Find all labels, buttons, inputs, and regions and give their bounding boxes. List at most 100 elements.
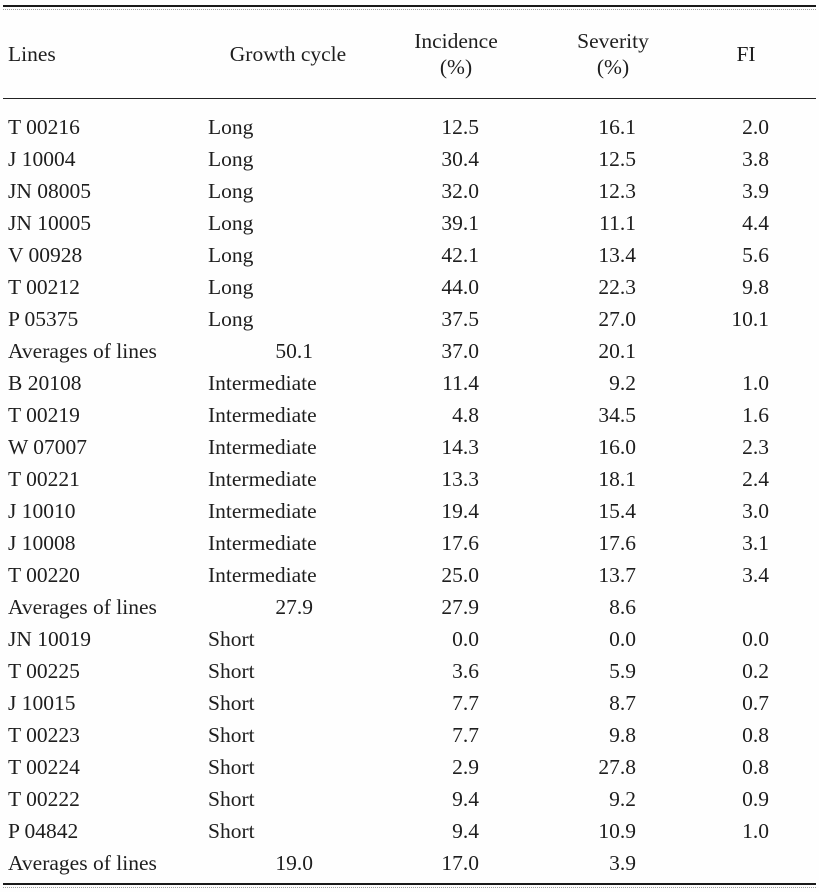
bottom-rule-shadow: [3, 887, 816, 888]
line-cell: W 07007: [8, 435, 88, 459]
cycle-cell: 50.1: [275, 339, 313, 363]
line-cell: B 20108: [8, 371, 82, 395]
line-cell: T 00212: [8, 275, 80, 299]
severity-cell: 0.0: [609, 627, 636, 651]
fi-cell: 9.8: [742, 275, 769, 299]
fi-cell: 0.2: [742, 659, 769, 683]
table-row: T 00224 Short 2.9 27.8 0.8: [0, 751, 819, 783]
fi-cell: 1.0: [742, 371, 769, 395]
fi-cell: 4.4: [742, 211, 769, 235]
cycle-cell: Long: [208, 243, 254, 267]
line-cell: J 10008: [8, 531, 76, 555]
cycle-cell: Long: [208, 115, 254, 139]
cycle-cell: 19.0: [275, 851, 313, 875]
table-row: T 00212 Long 44.0 22.3 9.8: [0, 271, 819, 303]
header-severity-line1: Severity: [577, 29, 649, 53]
fi-cell: 2.3: [742, 435, 769, 459]
cycle-cell: 27.9: [275, 595, 313, 619]
header-incidence-line1: Incidence: [414, 29, 498, 53]
incidence-cell: 17.6: [441, 531, 479, 555]
table-row: P 04842 Short 9.4 10.9 1.0: [0, 815, 819, 847]
header-growth-cycle: Growth cycle: [229, 42, 347, 66]
severity-cell: 8.6: [609, 595, 636, 619]
table-row: JN 10019 Short 0.0 0.0 0.0: [0, 623, 819, 655]
incidence-cell: 4.8: [452, 403, 479, 427]
table-row: Averages of lines 50.1 37.0 20.1: [0, 335, 819, 367]
incidence-cell: 11.4: [442, 371, 479, 395]
line-cell: V 00928: [8, 243, 83, 267]
header-incidence: Incidence (%): [368, 28, 544, 80]
incidence-cell: 32.0: [441, 179, 479, 203]
cycle-cell: Intermediate: [208, 371, 317, 395]
incidence-cell: 30.4: [441, 147, 479, 171]
fi-cell: 3.0: [742, 499, 769, 523]
table-row: T 00225 Short 3.6 5.9 0.2: [0, 655, 819, 687]
top-rule: [3, 5, 816, 7]
fi-cell: 2.0: [742, 115, 769, 139]
cycle-cell: Intermediate: [208, 403, 317, 427]
incidence-cell: 13.3: [441, 467, 479, 491]
fi-cell: 3.9: [742, 179, 769, 203]
table-row: J 10004 Long 30.4 12.5 3.8: [0, 143, 819, 175]
incidence-cell: 9.4: [452, 819, 479, 843]
fi-cell: 0.8: [742, 723, 769, 747]
severity-cell: 20.1: [598, 339, 636, 363]
line-cell: P 05375: [8, 307, 79, 331]
severity-cell: 3.9: [609, 851, 636, 875]
incidence-cell: 44.0: [441, 275, 479, 299]
cycle-cell: Intermediate: [208, 531, 317, 555]
incidence-cell: 25.0: [441, 563, 479, 587]
cycle-cell: Long: [208, 275, 254, 299]
table-row: T 00216 Long 12.5 16.1 2.0: [0, 111, 819, 143]
incidence-cell: 37.0: [441, 339, 479, 363]
severity-cell: 13.7: [598, 563, 636, 587]
table-row: P 05375 Long 37.5 27.0 10.1: [0, 303, 819, 335]
header-rule: [3, 98, 816, 99]
incidence-cell: 7.7: [452, 723, 479, 747]
bottom-rule: [3, 883, 816, 885]
line-cell: J 10010: [8, 499, 76, 523]
table-body: T 00216 Long 12.5 16.1 2.0 J 10004 Long …: [0, 99, 819, 879]
header-severity-line2: (%): [596, 55, 630, 79]
cycle-cell: Short: [208, 755, 255, 779]
fi-cell: 5.6: [742, 243, 769, 267]
severity-cell: 12.3: [598, 179, 636, 203]
table-row: J 10008 Intermediate 17.6 17.6 3.1: [0, 527, 819, 559]
fi-cell: 1.0: [742, 819, 769, 843]
fi-cell: 1.6: [742, 403, 769, 427]
table-row: T 00222 Short 9.4 9.2 0.9: [0, 783, 819, 815]
incidence-cell: 17.0: [441, 851, 479, 875]
severity-cell: 15.4: [598, 499, 636, 523]
line-cell: T 00225: [8, 659, 80, 683]
cycle-cell: Short: [208, 787, 255, 811]
incidence-cell: 7.7: [452, 691, 479, 715]
table-row: T 00219 Intermediate 4.8 34.5 1.6: [0, 399, 819, 431]
fi-cell: 2.4: [742, 467, 769, 491]
table-row: JN 08005 Long 32.0 12.3 3.9: [0, 175, 819, 207]
table-row: J 10015 Short 7.7 8.7 0.7: [0, 687, 819, 719]
severity-cell: 17.6: [598, 531, 636, 555]
severity-cell: 16.0: [598, 435, 636, 459]
line-cell: T 00216: [8, 115, 80, 139]
line-cell: JN 10005: [8, 211, 92, 235]
table-header-row: Lines Growth cycle Incidence (%) Severit…: [0, 10, 819, 98]
severity-cell: 8.7: [609, 691, 636, 715]
cycle-cell: Short: [208, 627, 255, 651]
severity-cell: 27.8: [598, 755, 636, 779]
fi-cell: 0.0: [742, 627, 769, 651]
line-cell: J 10004: [8, 147, 76, 171]
severity-cell: 16.1: [598, 115, 636, 139]
table-row: T 00221 Intermediate 13.3 18.1 2.4: [0, 463, 819, 495]
incidence-cell: 12.5: [441, 115, 479, 139]
fi-cell: 0.7: [742, 691, 769, 715]
cycle-cell: Long: [208, 147, 254, 171]
severity-cell: 13.4: [598, 243, 636, 267]
fi-cell: [682, 591, 810, 623]
line-cell: T 00222: [8, 787, 80, 811]
fi-cell: [682, 335, 810, 367]
line-cell: Averages of lines: [8, 851, 157, 875]
severity-cell: 34.5: [598, 403, 636, 427]
header-severity: Severity (%): [544, 28, 682, 80]
table-row: JN 10005 Long 39.1 11.1 4.4: [0, 207, 819, 239]
